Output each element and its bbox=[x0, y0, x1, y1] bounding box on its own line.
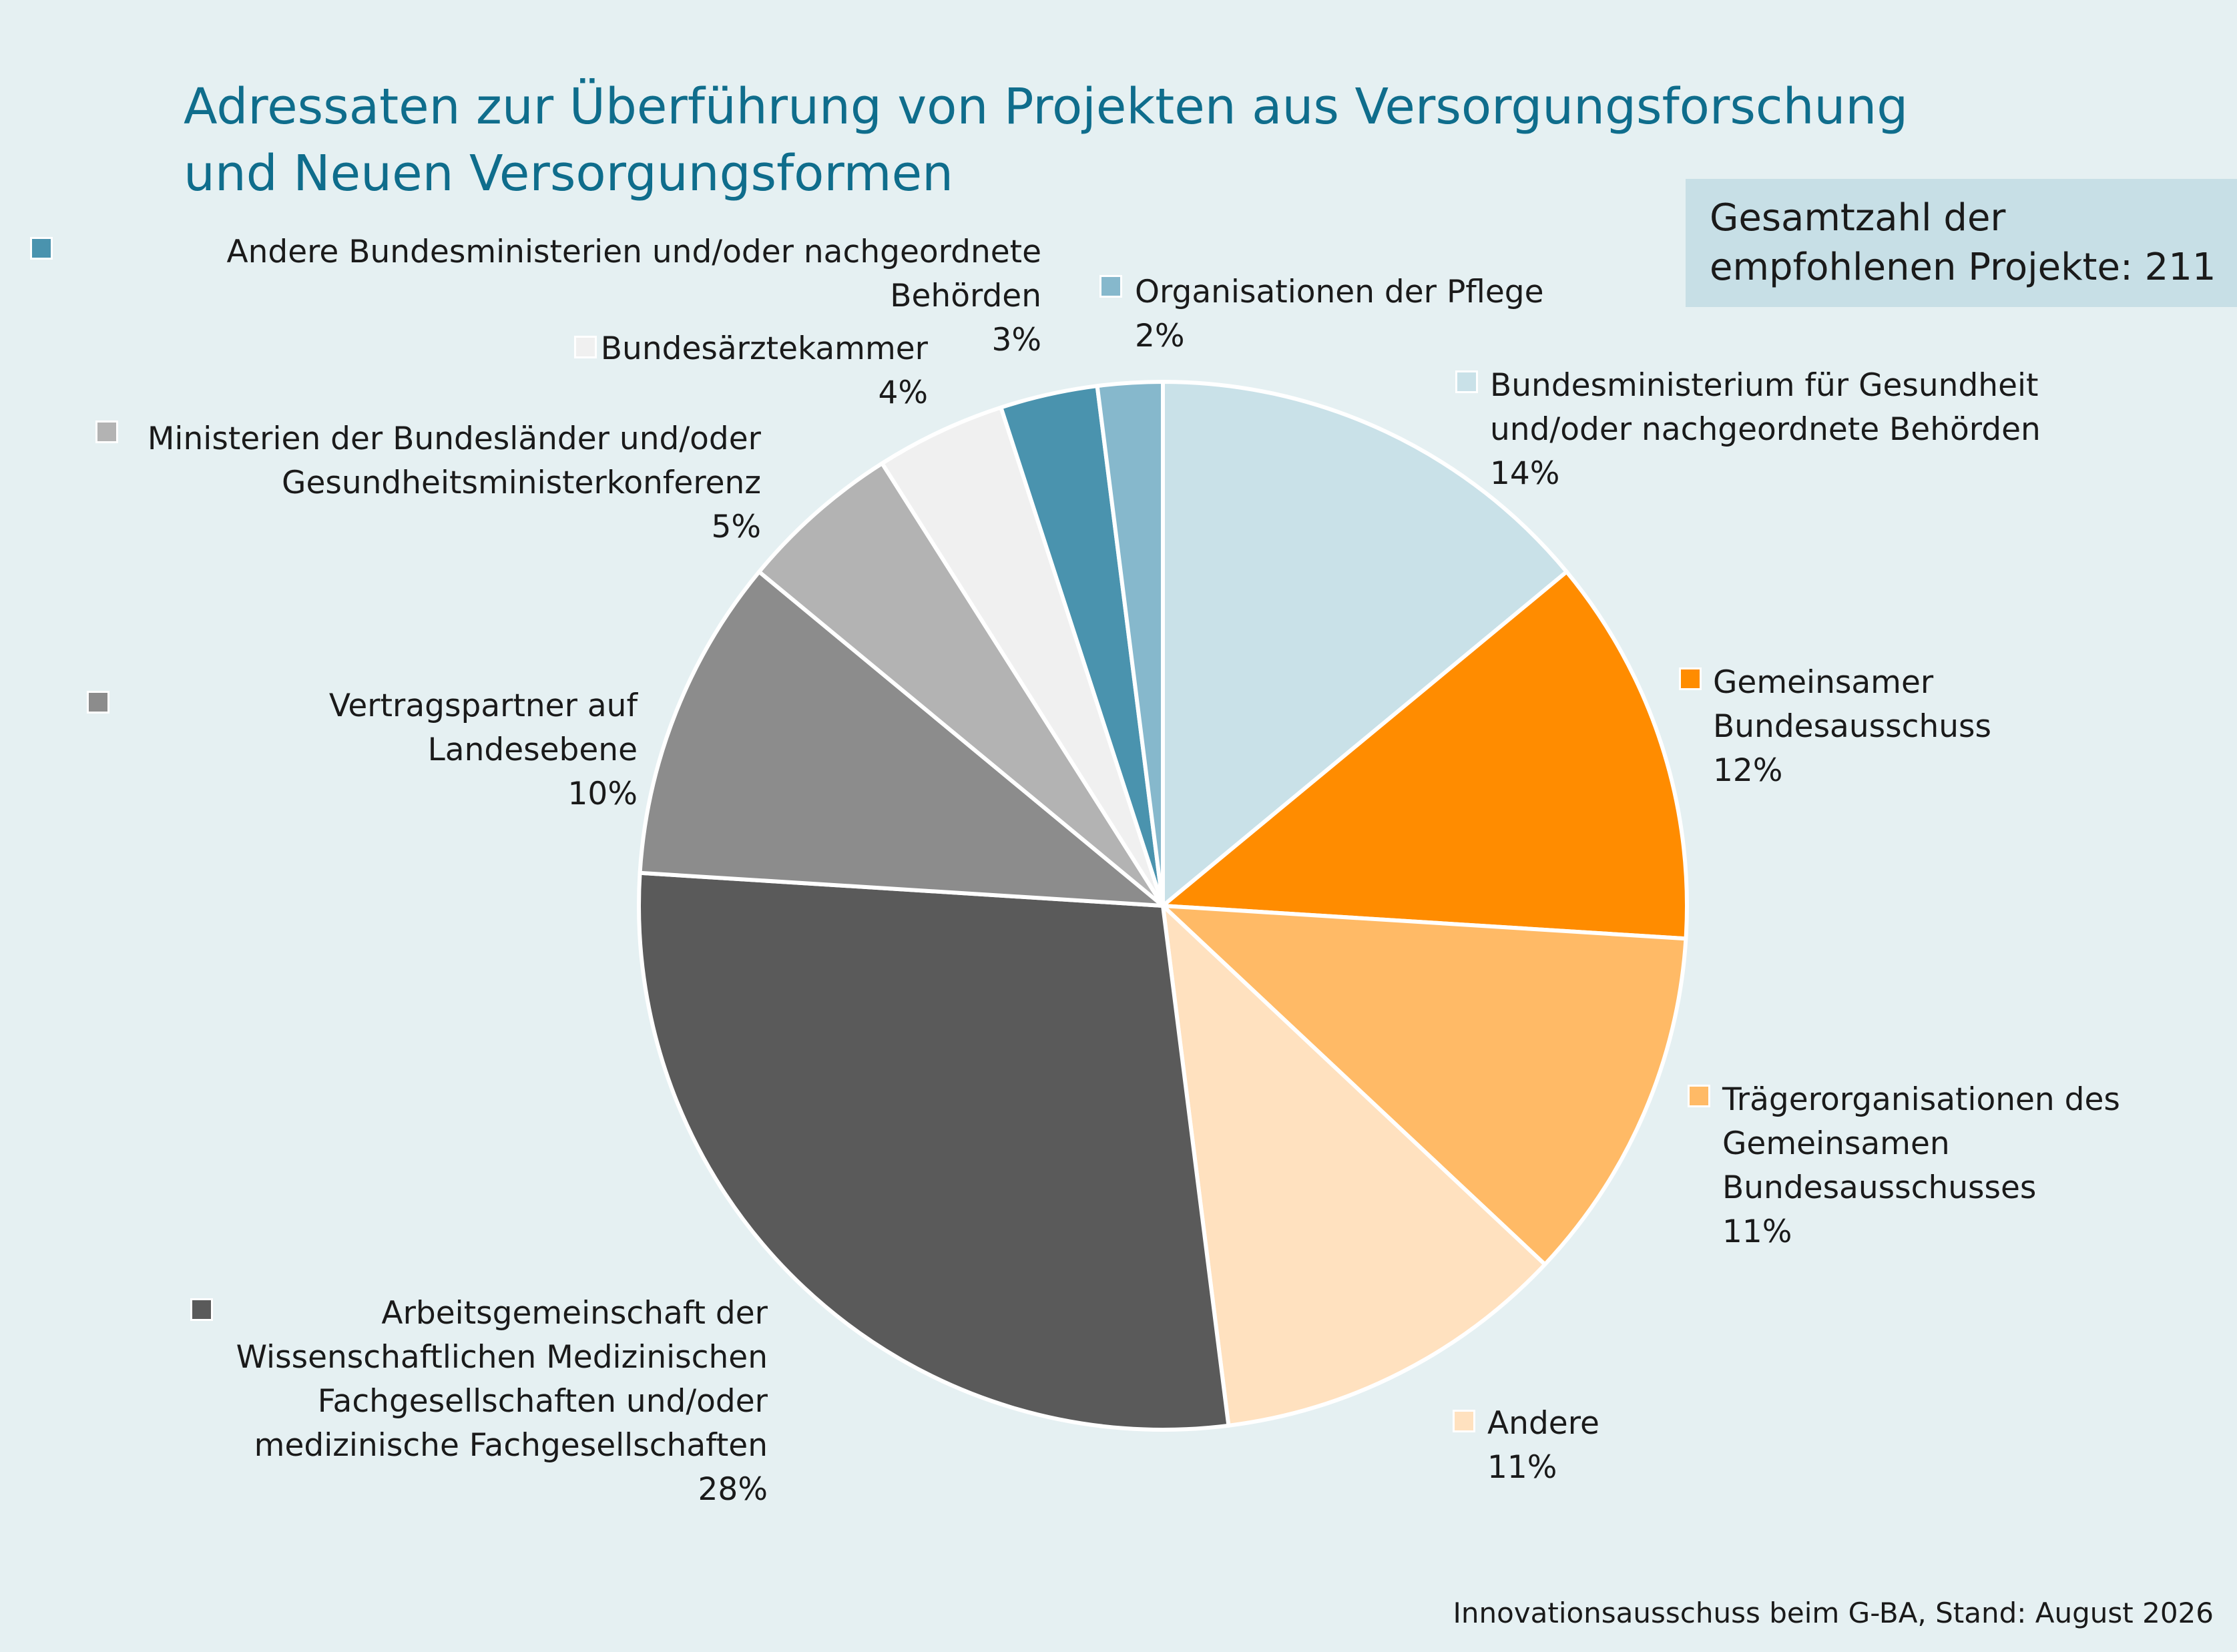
total-projects-box: Gesamtzahl der empfohlenen Projekte: 211 bbox=[1686, 179, 2237, 307]
legend-swatch bbox=[87, 691, 109, 714]
slice-label-name: Ministerien der Bundesländer und/oder Ge… bbox=[147, 421, 761, 501]
slice-label-percent: 2% bbox=[1135, 318, 1185, 354]
slice-label: Trägerorganisationen des Gemeinsamen Bun… bbox=[1722, 1078, 2120, 1254]
source-note: Innovationsausschuss beim G-BA, Stand: A… bbox=[1453, 1597, 2214, 1629]
pie-slice bbox=[637, 870, 1231, 1432]
legend-swatch bbox=[1688, 1085, 1710, 1107]
slice-label: Arbeitsgemeinschaft der Wissenschaftlich… bbox=[120, 1292, 768, 1512]
legend-swatch bbox=[1453, 1410, 1475, 1432]
slice-label-name: Andere Bundesministerien und/oder nachge… bbox=[226, 234, 1041, 314]
slice-label-name: Bundesministerium für Gesundheit und/ode… bbox=[1490, 367, 2041, 448]
slice-label: Organisationen der Pflege 2% bbox=[1135, 270, 1544, 358]
slice-label: Andere Bundesministerien und/oder nachge… bbox=[67, 230, 1041, 362]
slice-label: Andere 11% bbox=[1487, 1402, 1599, 1490]
slice-label-name: Vertragspartner auf Landesebene bbox=[328, 687, 638, 768]
pie-slice bbox=[1095, 380, 1165, 908]
pie-slice bbox=[757, 461, 1165, 908]
slice-label-name: Andere bbox=[1487, 1405, 1599, 1442]
slice-label-name: Bundesärztekammer bbox=[600, 330, 928, 367]
slice-label-percent: 12% bbox=[1713, 752, 1783, 789]
pie-slice bbox=[1161, 904, 1688, 1267]
slice-label-percent: 28% bbox=[698, 1471, 768, 1508]
legend-swatch bbox=[95, 421, 118, 443]
slice-label-name: Arbeitsgemeinschaft der Wissenschaftlich… bbox=[236, 1295, 768, 1464]
slice-label-percent: 5% bbox=[711, 509, 761, 545]
pie-slice bbox=[638, 569, 1165, 908]
chart-title: Adressaten zur Überführung von Projekten… bbox=[184, 78, 1909, 202]
slice-label: Ministerien der Bundesländer und/oder Ge… bbox=[120, 417, 761, 549]
slice-label: Bundesministerium für Gesundheit und/ode… bbox=[1490, 364, 2041, 496]
slice-label-name: Organisationen der Pflege bbox=[1135, 274, 1544, 310]
slice-label-percent: 11% bbox=[1487, 1449, 1557, 1486]
legend-swatch bbox=[1679, 667, 1702, 690]
slice-label: Bundesärztekammer 4% bbox=[534, 327, 928, 415]
pie-slice bbox=[1161, 380, 1569, 908]
pie-slice bbox=[880, 405, 1165, 908]
legend-swatch bbox=[190, 1298, 213, 1321]
slice-label-percent: 3% bbox=[991, 322, 1041, 358]
slice-label-percent: 11% bbox=[1722, 1213, 1792, 1250]
legend-swatch bbox=[574, 336, 597, 358]
slice-label-name: Gemeinsamer Bundesausschuss bbox=[1713, 664, 1992, 745]
legend-swatch bbox=[1099, 275, 1122, 298]
slice-label-percent: 10% bbox=[567, 776, 638, 812]
legend-swatch bbox=[1455, 370, 1478, 393]
pie-slice bbox=[1161, 904, 1547, 1428]
slice-label: Vertragspartner auf Landesebene 10% bbox=[120, 684, 638, 816]
slice-label-percent: 4% bbox=[878, 374, 928, 411]
slice-label-percent: 14% bbox=[1490, 455, 1560, 492]
slice-label: Gemeinsamer Bundesausschuss 12% bbox=[1713, 661, 1991, 793]
legend-swatch bbox=[30, 237, 53, 260]
slice-label-name: Trägerorganisationen des Gemeinsamen Bun… bbox=[1722, 1081, 2120, 1206]
pie-slice bbox=[1161, 569, 1689, 941]
